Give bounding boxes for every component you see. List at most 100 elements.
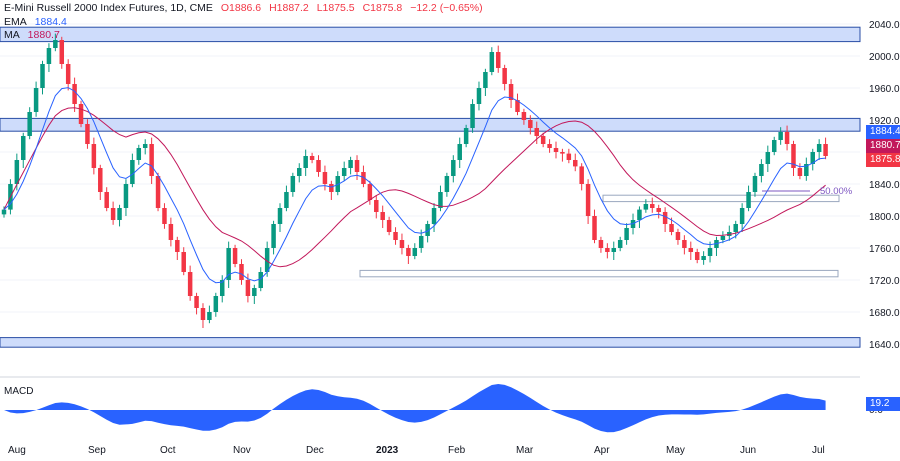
macd-label[interactable]: MACD [4,386,34,397]
candle-body [207,312,212,320]
x-tick: Jul [812,445,825,456]
candle-body [746,192,751,208]
candle-body [771,140,777,152]
candle-body [335,176,341,192]
candle-body [399,240,405,248]
candle-body [367,184,373,200]
x-tick: 2023 [376,445,399,456]
candle-body [149,144,154,176]
x-tick: Apr [594,445,610,456]
candle-body [284,192,289,208]
candle-body [598,240,604,248]
candle-body [213,296,219,312]
candle-body [162,208,167,224]
candle-body [605,248,610,252]
candle-body [521,112,527,120]
ema-price-tag: 1884.4 [866,125,900,139]
candle-body [573,160,578,167]
candle-body [175,240,180,252]
candle-body [444,176,450,192]
candle-body [688,248,694,252]
candle-body [258,272,263,288]
candle-body [130,160,135,184]
candle-body [534,128,539,136]
candle-body [470,104,475,128]
ma-legend-value: 1880.7 [27,29,60,41]
candle-body [194,296,199,308]
candle-body [136,148,142,160]
candle-body [98,168,103,192]
candle-body [701,256,706,260]
candle-body [752,176,758,192]
candle-body [380,212,385,220]
symbol-header: E-Mini Russell 2000 Index Futures, 1D, C… [4,2,488,14]
ma-legend[interactable]: MA 1880.7 [4,29,65,41]
candle-body [393,232,398,240]
candle-body [322,172,328,184]
candle-body [59,40,65,64]
candle-body [739,208,745,224]
y-tick: 1640.0 [869,340,900,351]
candle-body [566,153,572,160]
ema-label: EMA [4,16,27,28]
x-tick: Feb [448,445,466,456]
candle-body [483,72,488,88]
candle-body [489,52,495,72]
candle-body [804,164,809,176]
y-tick: 1800.0 [869,212,900,223]
candle-body [707,248,713,256]
candle-body [187,272,193,296]
candle-body [547,144,552,148]
ema-legend[interactable]: EMA 1884.4 [4,16,72,28]
candle-body [425,224,430,236]
change-value: −12.2 (−0.65%) [410,2,483,14]
candle-body [46,48,52,64]
x-tick: Sep [88,445,106,456]
candle-body [341,168,347,176]
candle-body [528,120,533,128]
candle-body [329,184,334,192]
candle-body [354,160,360,172]
candle-body [117,208,122,220]
candle-body [502,68,507,84]
ma-line [3,107,826,268]
candle-body [168,224,174,240]
candle-body [823,144,828,156]
y-tick: 1680.0 [869,308,900,319]
candle-body [200,308,206,320]
open-value: O1886.6 [220,2,262,14]
candle-body [585,184,591,216]
candle-body [540,136,546,144]
ma-price-tag: 1880.7 [866,139,900,153]
x-tick: Jun [740,445,757,456]
candle-body [643,204,649,210]
macd-histogram [4,384,826,433]
candle-body [78,104,84,124]
candle-body [123,184,129,208]
candle-body [91,144,97,168]
y-tick: 1920.0 [869,116,900,127]
candle-body [624,228,629,240]
x-tick: Mar [516,445,534,456]
candle-body [617,240,623,248]
candle-body [271,224,276,248]
candle-body [810,152,815,164]
candle-body [611,248,617,252]
symbol-title: E-Mini Russell 2000 Index Futures, 1D, C… [4,2,213,14]
fib-50-label: 50.00% [820,186,853,197]
candle-body [682,240,687,248]
candle-body [277,208,283,224]
candle-body [219,280,225,296]
candle-body [650,204,655,208]
candle-body [264,248,270,272]
candle-body [65,64,71,84]
candle-body [733,224,738,232]
close-value: C1875.8 [362,2,403,14]
candle-body [759,164,764,176]
candle-body [21,136,26,160]
x-tick: Oct [160,445,176,456]
candle-body [451,160,456,176]
candle-body [508,84,514,100]
candle-body [303,156,308,168]
